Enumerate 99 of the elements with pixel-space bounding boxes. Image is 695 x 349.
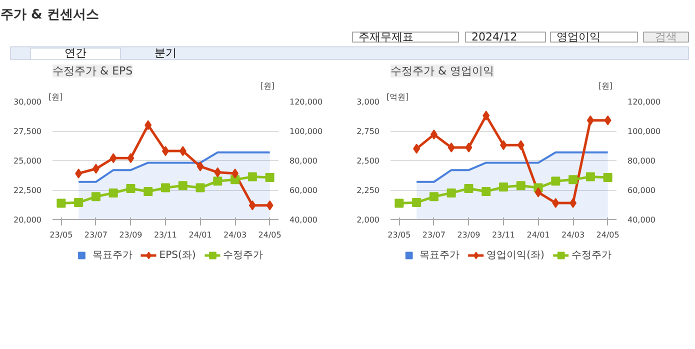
point bbox=[56, 198, 66, 208]
y-axis-title: [원] bbox=[48, 92, 63, 102]
y2-tick-label: 120,000 bbox=[628, 98, 661, 106]
point bbox=[482, 186, 491, 196]
point bbox=[161, 183, 170, 192]
point bbox=[110, 153, 117, 164]
legend-label: 영업이익(좌) bbox=[486, 249, 544, 262]
point bbox=[394, 198, 404, 208]
point bbox=[214, 167, 222, 178]
point bbox=[232, 168, 239, 178]
point bbox=[446, 188, 456, 198]
text: 주가 & 컨센서스 bbox=[0, 8, 99, 22]
x-tick-label: 24/03 bbox=[224, 230, 247, 240]
legend-label: 수정주가 bbox=[222, 249, 263, 262]
y-tick-label: 25,000 bbox=[14, 156, 42, 166]
y-axis-title: [억원] bbox=[386, 92, 409, 102]
point bbox=[74, 198, 84, 208]
chart-title: 수정주가 & EPS bbox=[52, 64, 133, 78]
x-tick-label: 23/09 bbox=[119, 230, 142, 240]
point bbox=[248, 172, 257, 182]
point bbox=[570, 198, 577, 208]
point bbox=[91, 192, 100, 202]
y2-tick-label: 80,000 bbox=[628, 156, 656, 166]
x-tick-label: 24/05 bbox=[258, 230, 282, 240]
point bbox=[75, 168, 82, 178]
point bbox=[465, 142, 472, 153]
point bbox=[196, 161, 204, 172]
point bbox=[552, 198, 560, 208]
point bbox=[92, 164, 100, 174]
point bbox=[429, 192, 438, 202]
y-tick-label: 3,000 bbox=[356, 98, 380, 106]
y-tick-label: 20,000 bbox=[14, 216, 42, 224]
point bbox=[108, 188, 118, 198]
point bbox=[516, 181, 526, 190]
point bbox=[534, 187, 542, 198]
point bbox=[144, 120, 152, 130]
x-tick-label: 24/03 bbox=[562, 230, 585, 240]
point bbox=[499, 182, 508, 192]
point bbox=[430, 130, 438, 140]
point bbox=[586, 115, 594, 126]
chart-title: 수정주가 & 영업이익 bbox=[390, 64, 494, 78]
y-tick-label: 2,500 bbox=[356, 156, 380, 166]
y-tick-label: 2,250 bbox=[356, 186, 380, 195]
y-tick-label: 30,000 bbox=[14, 98, 42, 106]
x-tick-label: 23/09 bbox=[457, 230, 480, 240]
legend-label: 목표주가 bbox=[420, 249, 460, 262]
point bbox=[413, 144, 420, 154]
point bbox=[517, 140, 524, 150]
point bbox=[604, 115, 612, 126]
point bbox=[126, 184, 136, 194]
text: 연간 bbox=[64, 46, 86, 60]
x-tick-label: 23/11 bbox=[492, 230, 516, 240]
y2-tick-label: 100,000 bbox=[290, 127, 323, 136]
point bbox=[482, 110, 490, 121]
x-tick-label: 23/11 bbox=[154, 230, 178, 240]
point bbox=[586, 172, 595, 182]
text: 분기 bbox=[154, 46, 176, 60]
y-tick-label: 2,000 bbox=[356, 216, 380, 224]
y2-tick-label: 40,000 bbox=[290, 216, 318, 224]
y2-tick-label: 60,000 bbox=[290, 186, 318, 195]
point bbox=[265, 172, 274, 182]
point bbox=[412, 198, 422, 208]
y2-tick-label: 100,000 bbox=[628, 127, 661, 136]
y2-tick-label: 40,000 bbox=[628, 216, 656, 224]
legend-label: 목표주가 bbox=[92, 249, 132, 262]
y2-axis-title: [원] bbox=[598, 82, 613, 90]
x-tick-label: 24/01 bbox=[188, 230, 212, 240]
point bbox=[448, 142, 455, 153]
x-tick-label: 24/05 bbox=[596, 230, 620, 240]
point bbox=[551, 176, 560, 186]
point bbox=[127, 153, 134, 164]
y2-axis-title: [원] bbox=[260, 82, 275, 90]
text: 2024/12 bbox=[472, 30, 518, 44]
legend-label: 수정주가 bbox=[571, 249, 612, 262]
point bbox=[179, 146, 186, 156]
y-tick-label: 27,500 bbox=[14, 127, 42, 136]
point bbox=[196, 183, 205, 192]
y2-tick-label: 120,000 bbox=[290, 98, 323, 106]
x-tick-label: 23/07 bbox=[422, 230, 446, 240]
point bbox=[213, 176, 222, 186]
y-tick-label: 22,500 bbox=[14, 186, 42, 195]
x-tick-label: 23/07 bbox=[84, 230, 108, 240]
y2-tick-label: 60,000 bbox=[628, 186, 656, 195]
x-tick-label: 23/05 bbox=[50, 230, 73, 240]
y2-tick-label: 80,000 bbox=[290, 156, 318, 166]
point bbox=[603, 172, 612, 182]
point bbox=[266, 200, 274, 210]
point bbox=[144, 186, 153, 196]
x-tick-label: 24/01 bbox=[526, 230, 550, 240]
x-tick-label: 23/05 bbox=[388, 230, 411, 240]
legend-label: EPS(좌) bbox=[159, 249, 196, 262]
point bbox=[178, 181, 188, 190]
point bbox=[568, 175, 578, 184]
text: 영업이익 bbox=[556, 30, 600, 44]
point bbox=[248, 200, 256, 210]
text: 주재무제표 bbox=[358, 30, 414, 44]
point bbox=[464, 184, 474, 194]
y-tick-label: 2,750 bbox=[356, 127, 380, 136]
text: 검색 bbox=[655, 30, 677, 44]
